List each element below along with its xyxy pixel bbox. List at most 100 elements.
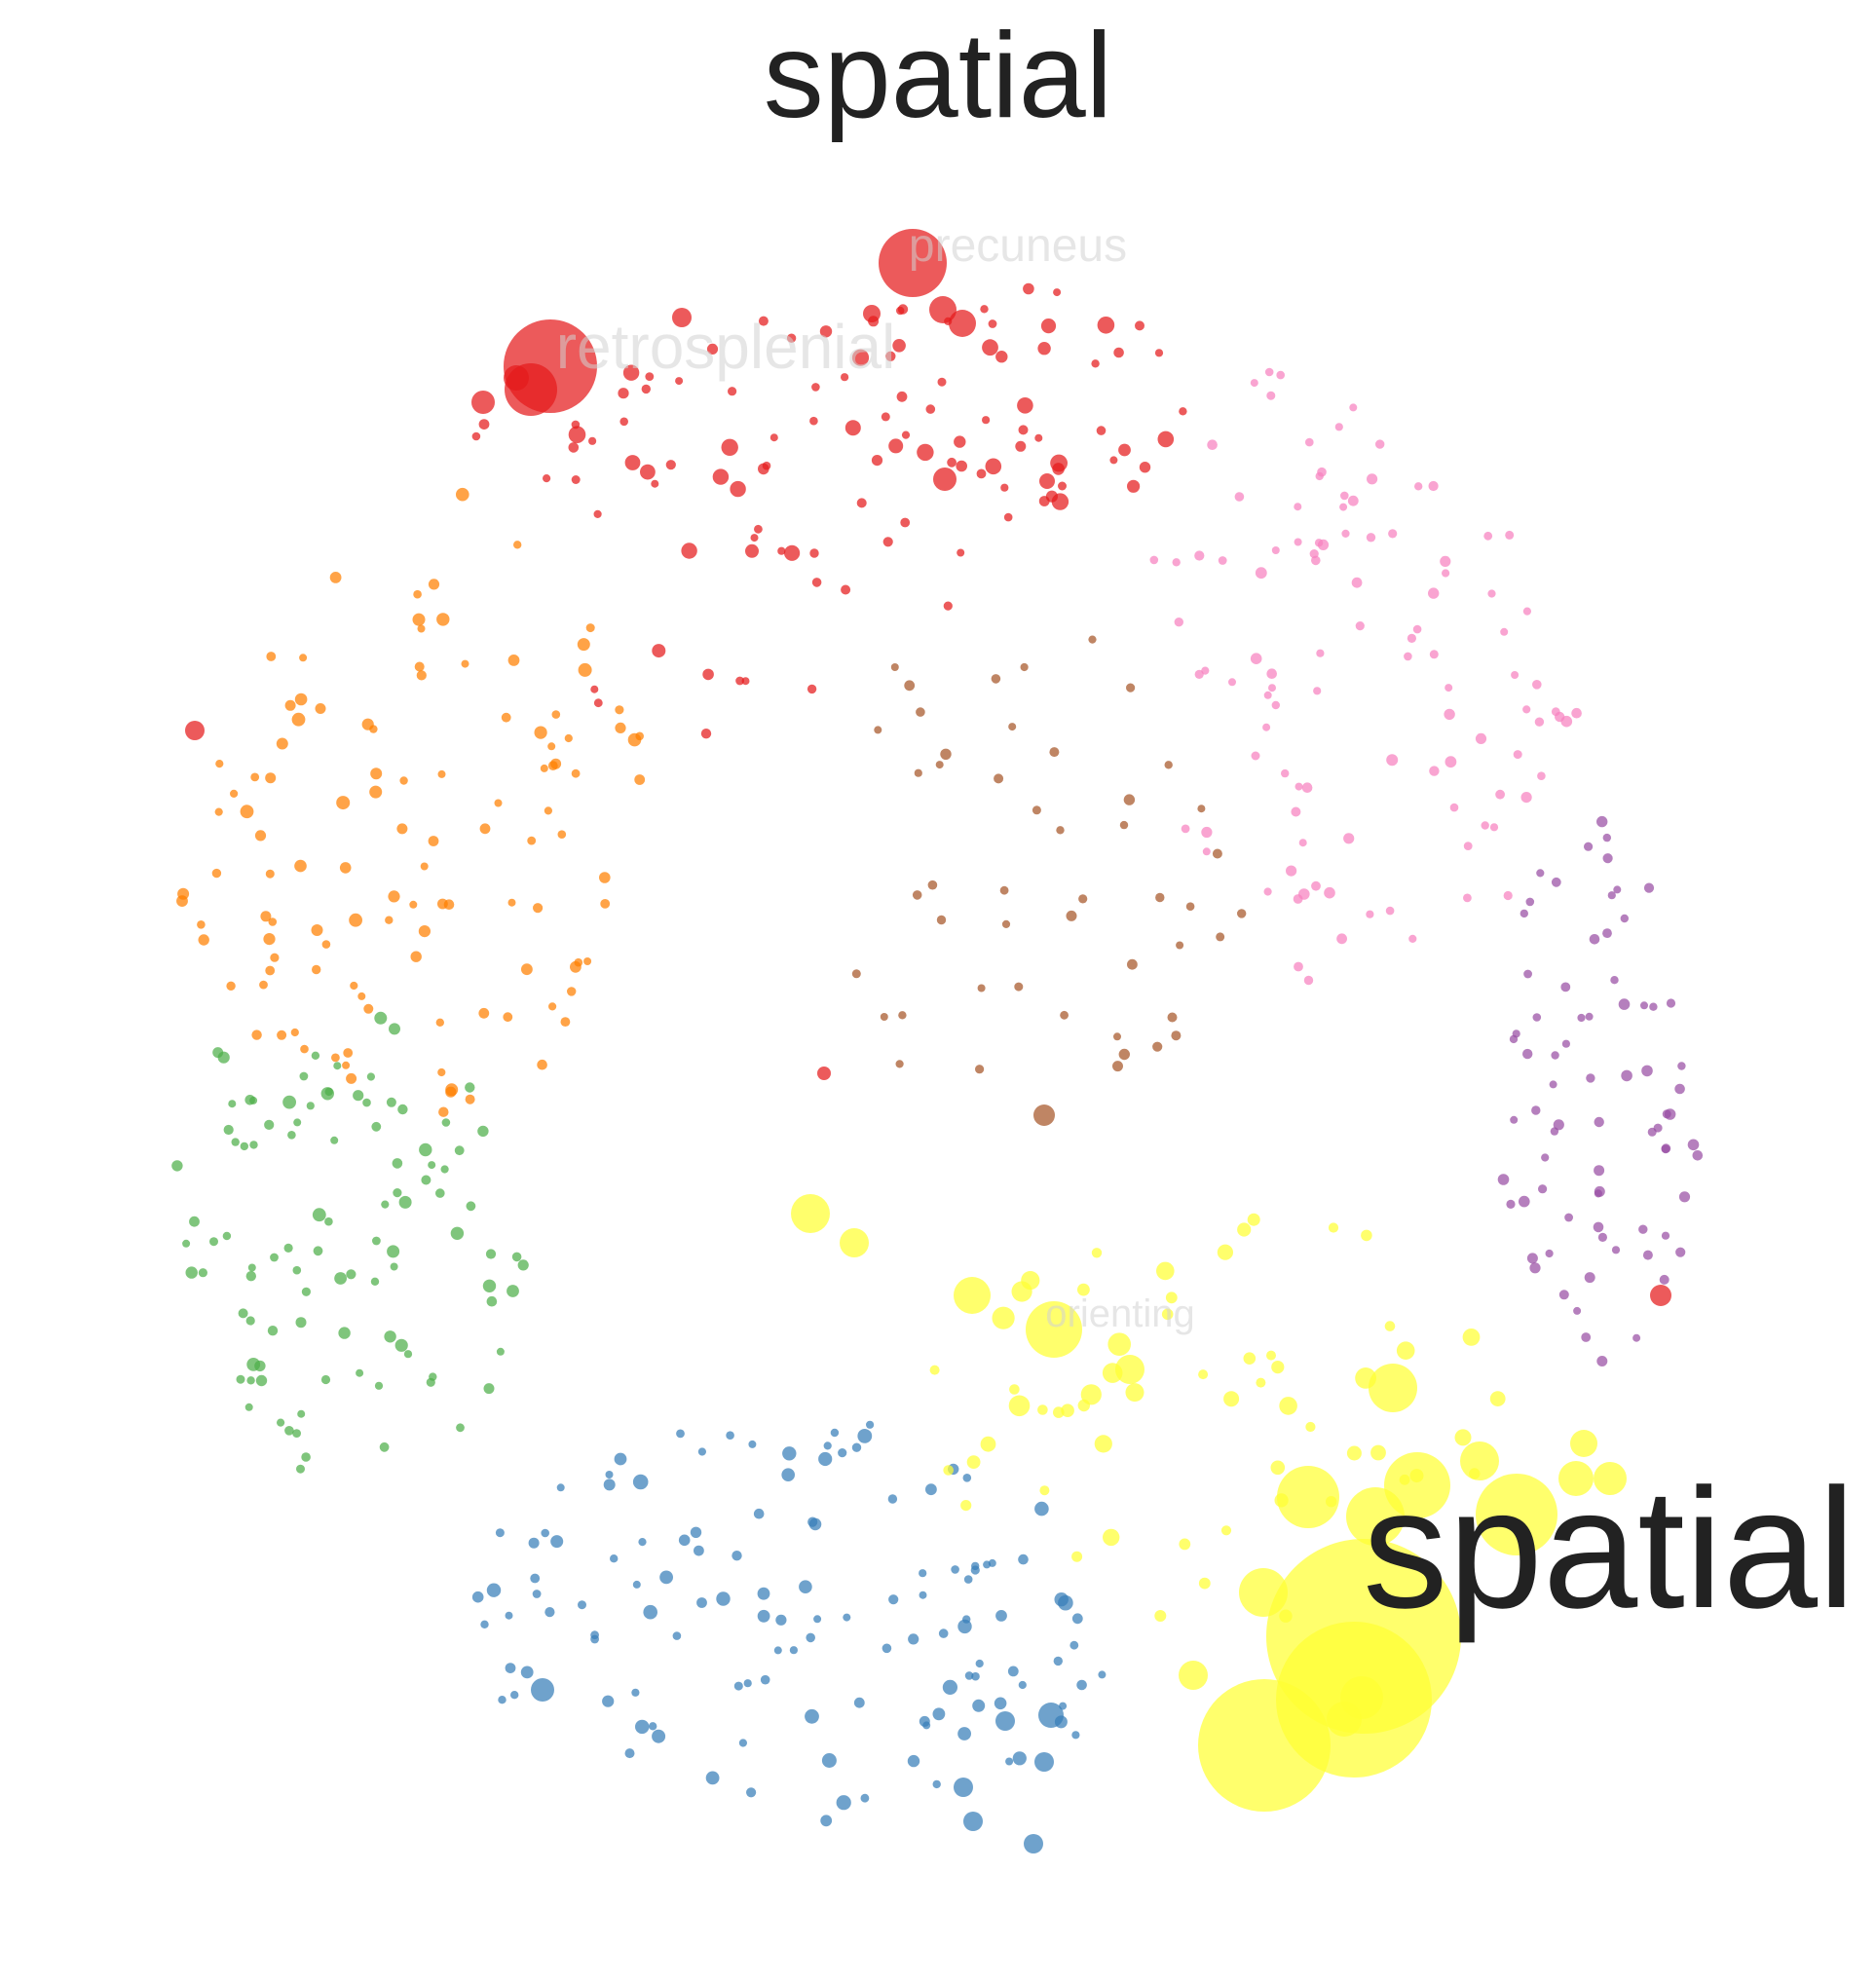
term-point [1618,998,1631,1010]
term-point [887,1494,898,1504]
term-point [336,796,351,810]
term-point [914,768,922,777]
term-point [343,1048,354,1058]
term-point [1303,975,1314,986]
term-point [1483,531,1493,541]
term-point [614,1452,627,1466]
term-point [435,1018,444,1028]
term-point [1551,707,1560,717]
term-point [675,377,684,386]
term-point [1570,1430,1597,1457]
term-point [956,460,967,472]
term-point [879,229,947,297]
term-point [1522,705,1531,714]
term-point [1066,910,1077,921]
term-point [1429,650,1439,659]
term-point [294,693,308,706]
term-point [1594,1116,1604,1128]
term-point [610,1554,619,1563]
term-point [176,895,188,907]
term-point [888,438,904,454]
term-point [1256,1377,1266,1388]
term-point [942,1679,958,1695]
term-point [571,768,581,778]
term-point [1301,782,1313,793]
term-point [743,1679,752,1688]
term-point [471,1591,484,1603]
term-point [1281,768,1290,778]
term-point [504,365,529,391]
term-point [1404,652,1412,661]
term-point [414,661,425,672]
term-point [1571,707,1582,719]
term-point [1112,1061,1123,1072]
term-point [809,416,818,426]
term-point [786,333,797,343]
term-point [387,1245,400,1258]
term-point [1012,1751,1027,1766]
term-point [1336,933,1347,945]
term-point [1078,894,1088,904]
term-point [983,1560,992,1569]
term-point [185,1266,198,1279]
term-point [820,1815,833,1827]
term-point [757,1587,770,1600]
term-point [1294,538,1302,546]
term-point [284,699,296,711]
term-point [1560,982,1571,992]
term-point [912,890,922,900]
term-point [1313,687,1322,695]
term-point [982,339,998,356]
term-point [437,769,446,778]
term-point [615,722,626,734]
term-point [754,524,763,534]
term-point [1429,766,1440,776]
term-point [1314,539,1324,547]
term-point [583,957,592,965]
term-point [807,1516,818,1527]
term-point [1091,1248,1103,1258]
term-point [908,1633,919,1645]
term-point [603,1479,616,1491]
term-point [311,1051,320,1061]
term-point [294,859,307,873]
term-point [270,953,280,962]
term-point [1255,567,1267,580]
term-point [811,383,820,392]
term-point [369,785,383,799]
term-point [366,1072,375,1081]
term-point [813,1615,822,1624]
term-point [809,548,819,558]
term-point [676,1429,685,1439]
term-point [1207,439,1218,451]
term-point [1266,1350,1276,1361]
term-point [551,710,561,719]
term-point [1346,1487,1405,1546]
term-point [292,1429,301,1438]
term-point [295,1317,307,1329]
term-point [454,1145,465,1156]
term-point [1155,892,1165,903]
term-point [1505,530,1515,540]
term-point [543,474,551,483]
term-point [1234,492,1245,502]
term-point [471,431,481,441]
term-point [631,1688,640,1697]
term-point [1687,1139,1700,1151]
term-point [1276,370,1285,380]
term-point [374,1381,384,1390]
term-point [246,1376,255,1385]
term-point [485,1249,497,1259]
term-point [1513,750,1522,760]
term-point [728,387,737,396]
term-point [745,543,759,558]
term-point [222,1231,232,1241]
term-point [652,644,666,658]
term-point [577,638,590,652]
term-point [634,774,646,785]
term-point [618,388,629,399]
term-point [1561,1039,1570,1048]
term-label-precuneus: precuneus [909,220,1127,272]
term-point [1551,1051,1559,1060]
term-point [748,1440,757,1448]
